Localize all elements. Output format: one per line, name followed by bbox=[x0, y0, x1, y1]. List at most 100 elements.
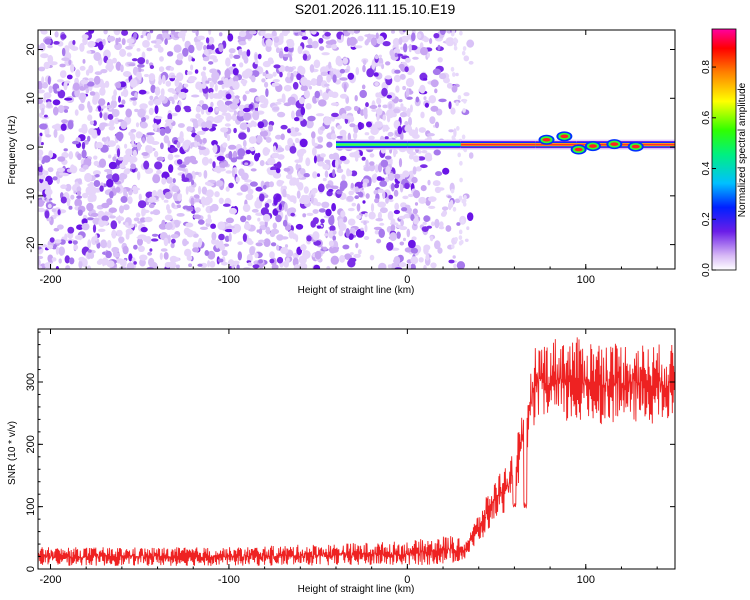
noise-blob bbox=[107, 113, 114, 120]
noise-blob bbox=[339, 155, 347, 161]
noise-blob bbox=[384, 155, 392, 160]
noise-blob bbox=[399, 241, 405, 246]
noise-blob bbox=[328, 240, 334, 247]
noise-blob bbox=[291, 110, 295, 120]
noise-blob bbox=[77, 209, 83, 216]
noise-blob bbox=[232, 68, 239, 76]
snr-y-ticks: 0 100 200 300 bbox=[25, 331, 675, 572]
noise-blob bbox=[319, 130, 324, 134]
noise-blob bbox=[47, 167, 54, 173]
noise-blob bbox=[328, 90, 334, 98]
noise-blob bbox=[297, 45, 303, 55]
noise-blob bbox=[125, 222, 129, 228]
noise-blob bbox=[326, 265, 331, 269]
noise-blob bbox=[187, 71, 193, 75]
noise-blob bbox=[374, 229, 379, 235]
noise-blob bbox=[448, 259, 455, 264]
noise-blob bbox=[152, 209, 161, 216]
noise-blob bbox=[445, 225, 452, 232]
noise-blob bbox=[251, 208, 259, 213]
noise-blob bbox=[420, 185, 427, 192]
noise-blob bbox=[347, 169, 353, 177]
noise-blob bbox=[116, 148, 121, 158]
noise-blob bbox=[437, 44, 441, 51]
noise-blob bbox=[392, 38, 400, 47]
snr-frame bbox=[37, 328, 676, 570]
noise-blob bbox=[65, 265, 71, 269]
noise-blob bbox=[87, 252, 92, 259]
noise-blob bbox=[100, 220, 109, 226]
noise-blob bbox=[160, 248, 168, 252]
noise-blob bbox=[119, 205, 124, 214]
noise-blob bbox=[466, 39, 475, 48]
noise-blob bbox=[74, 109, 79, 116]
noise-blob bbox=[355, 149, 360, 157]
noise-blob bbox=[118, 104, 125, 108]
noise-blob bbox=[393, 189, 399, 197]
noise-blob bbox=[110, 220, 118, 230]
noise-blob bbox=[303, 186, 309, 194]
noise-blob bbox=[292, 30, 300, 33]
noise-blob bbox=[320, 71, 329, 77]
noise-blob bbox=[78, 128, 85, 133]
noise-blob bbox=[123, 188, 127, 197]
noise-blob bbox=[460, 239, 464, 245]
noise-blob bbox=[310, 220, 317, 228]
signal-blob bbox=[610, 142, 619, 146]
noise-blob bbox=[349, 152, 357, 158]
noise-blob bbox=[331, 203, 336, 212]
noise-blob bbox=[107, 239, 112, 249]
noise-blob bbox=[364, 224, 368, 233]
noise-blob bbox=[106, 104, 113, 109]
noise-blob bbox=[177, 193, 182, 202]
noise-blob bbox=[394, 69, 401, 74]
noise-blob bbox=[375, 218, 384, 222]
noise-blob bbox=[83, 140, 89, 145]
noise-blob bbox=[201, 156, 210, 166]
noise-blob bbox=[458, 235, 463, 241]
snr-series-line bbox=[38, 337, 675, 566]
noise-blob bbox=[318, 99, 327, 107]
noise-blob bbox=[78, 256, 86, 262]
noise-blob bbox=[227, 259, 235, 266]
noise-blob bbox=[205, 80, 210, 84]
noise-blob bbox=[404, 182, 410, 189]
noise-blob bbox=[354, 195, 360, 200]
noise-blob bbox=[393, 255, 401, 265]
noise-blob bbox=[438, 225, 445, 230]
noise-blob bbox=[85, 186, 94, 196]
noise-blob bbox=[395, 85, 400, 93]
noise-blob bbox=[75, 69, 81, 78]
noise-blob bbox=[131, 58, 138, 62]
noise-blob bbox=[112, 173, 120, 183]
noise-blob bbox=[39, 174, 46, 180]
noise-blob bbox=[321, 52, 330, 56]
noise-blob bbox=[413, 217, 419, 225]
noise-blob bbox=[164, 261, 172, 268]
colorbar-tick-label: 0.2 bbox=[701, 212, 712, 226]
noise-blob bbox=[148, 257, 155, 267]
noise-blob bbox=[57, 224, 64, 230]
noise-blob bbox=[185, 228, 192, 235]
noise-blob bbox=[159, 252, 163, 260]
noise-blob bbox=[454, 198, 461, 204]
noise-blob bbox=[122, 259, 127, 267]
noise-blob bbox=[385, 61, 391, 66]
noise-blob bbox=[273, 36, 280, 43]
noise-blob bbox=[290, 72, 294, 81]
noise-blob bbox=[242, 203, 251, 213]
noise-blob bbox=[310, 194, 314, 204]
noise-blob bbox=[264, 203, 270, 208]
noise-blob bbox=[70, 63, 75, 73]
noise-blob bbox=[72, 40, 76, 45]
noise-blob bbox=[391, 182, 395, 192]
signal-blob bbox=[588, 144, 597, 148]
noise-blob bbox=[119, 48, 127, 58]
noise-blob bbox=[181, 177, 190, 182]
noise-blob bbox=[268, 59, 274, 65]
noise-blob bbox=[209, 68, 218, 74]
noise-blob bbox=[76, 195, 82, 199]
noise-blob bbox=[185, 205, 194, 211]
noise-blob bbox=[435, 171, 443, 177]
noise-blob bbox=[313, 155, 317, 164]
